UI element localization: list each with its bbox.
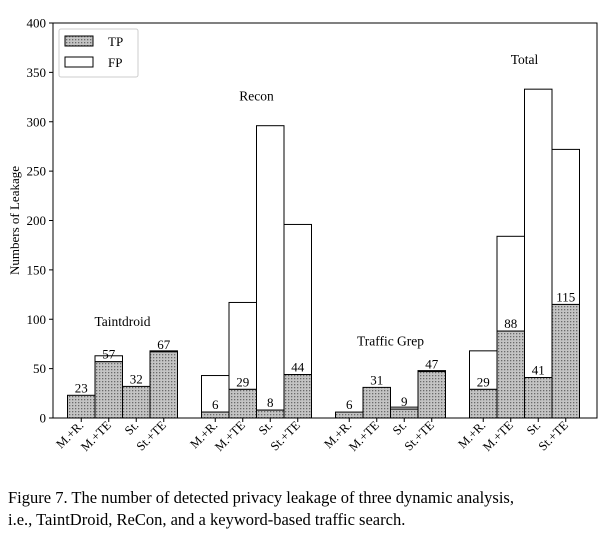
bar-value-label: 31 — [370, 372, 383, 387]
bar-tp — [496, 330, 525, 419]
bar-tp — [417, 371, 446, 419]
bar-tp — [551, 303, 580, 419]
legend-swatch-tp — [64, 35, 94, 47]
bar-value-label: 44 — [291, 360, 305, 375]
x-tick-label: M.+TE — [78, 418, 114, 454]
legend-swatch-fp — [64, 56, 94, 68]
legend-label-fp: FP — [108, 55, 122, 70]
bar-tp — [335, 411, 364, 419]
bar-value-label: 6 — [212, 397, 219, 412]
bar-tp — [94, 361, 123, 419]
y-tick-label: 300 — [27, 114, 47, 129]
bar-value-label: 23 — [75, 380, 88, 395]
caption-line-2: i.e., TaintDroid, ReCon, and a keyword-b… — [8, 510, 406, 529]
x-tick-label: St. — [524, 418, 543, 437]
bar-tp — [201, 411, 230, 419]
y-tick-label: 200 — [27, 213, 47, 228]
y-tick-label: 100 — [27, 312, 47, 327]
bar-value-label: 67 — [157, 337, 171, 352]
x-tick-label: St.+TE — [536, 418, 572, 454]
bar-value-label: 88 — [504, 316, 517, 331]
bar-value-label: 29 — [236, 374, 249, 389]
bar-fp — [524, 88, 553, 379]
bar-tp — [362, 386, 391, 419]
x-tick-label: St. — [256, 418, 275, 437]
bar-fp — [201, 375, 230, 413]
x-tick-label: M.+TE — [212, 418, 248, 454]
figure-caption: Figure 7. The number of detected privacy… — [8, 487, 604, 531]
bar-fp — [551, 148, 580, 305]
y-tick-label: 0 — [40, 411, 47, 426]
bar-tp — [228, 388, 257, 419]
bar-value-label: 6 — [346, 397, 353, 412]
bar-tp — [524, 377, 553, 419]
x-tick-label: St.+TE — [402, 418, 438, 454]
y-axis-label: Numbers of Leakage — [7, 166, 22, 275]
y-tick-label: 400 — [27, 16, 47, 31]
group-label: Taintdroid — [94, 314, 150, 329]
bar-value-label: 9 — [401, 394, 408, 409]
y-tick-label: 150 — [27, 262, 47, 277]
legend-label-tp: TP — [108, 34, 123, 49]
bar-tp — [283, 374, 312, 419]
bar-value-label: 32 — [130, 371, 143, 386]
caption-line-1: Figure 7. The number of detected privacy… — [8, 488, 514, 507]
x-tick-label: St. — [122, 418, 141, 437]
bar-value-label: 47 — [425, 357, 439, 372]
bar-value-label: 29 — [477, 374, 490, 389]
y-tick-label: 350 — [27, 65, 47, 80]
bar-value-label: 57 — [102, 347, 116, 362]
group-label: Total — [511, 52, 539, 67]
y-tick-label: 50 — [33, 361, 46, 376]
bar-tp — [149, 351, 178, 419]
group-label: Traffic Grep — [357, 334, 424, 349]
x-tick-label: St.+TE — [134, 418, 170, 454]
bar-tp — [390, 408, 419, 419]
bar-value-label: 41 — [532, 363, 545, 378]
y-tick-label: 250 — [27, 164, 47, 179]
x-tick-label: St. — [390, 418, 409, 437]
bar-tp — [122, 385, 151, 419]
bar-fp — [256, 125, 285, 411]
bar-fp — [283, 223, 312, 376]
group-label: Recon — [239, 89, 274, 104]
bar-tp — [469, 388, 498, 419]
bar-value-label: 8 — [267, 395, 274, 410]
bar-tp — [256, 409, 285, 419]
bar-tp — [67, 394, 96, 419]
x-tick-label: St.+TE — [268, 418, 304, 454]
leakage-bar-chart: 23 57 32 67 Taintdroid 6 29 8 44 Recon 6 31 9 47Traff… — [7, 16, 598, 454]
bar-fp — [469, 350, 498, 390]
bar-value-label: 115 — [556, 289, 575, 304]
x-tick-label: M.+TE — [346, 418, 382, 454]
x-tick-label: M.+TE — [480, 418, 516, 454]
